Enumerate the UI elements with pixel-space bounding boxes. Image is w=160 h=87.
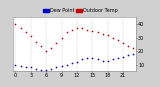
Point [35,41,37,42]
Point [122,42,124,44]
Point [60,65,63,67]
Point [112,37,114,38]
Point [86,57,88,59]
Point [127,45,130,46]
Point [50,48,53,49]
Legend: Dew Point, Outdoor Temp: Dew Point, Outdoor Temp [43,8,118,14]
Point [91,30,94,32]
Point [117,40,119,41]
Point [96,31,99,33]
Point [14,23,17,25]
Point [107,34,109,36]
Point [117,57,119,59]
Point [76,27,78,29]
Point [71,63,73,64]
Point [29,36,32,37]
Point [55,67,58,68]
Point [132,53,135,54]
Point [55,42,58,44]
Point [81,59,83,60]
Point [24,31,27,33]
Point [132,48,135,49]
Point [65,64,68,65]
Point [65,31,68,33]
Point [101,33,104,34]
Point [96,59,99,60]
Point [50,68,53,69]
Point [24,67,27,68]
Point [40,45,42,46]
Point [40,69,42,71]
Point [19,65,22,67]
Point [122,56,124,57]
Point [60,37,63,38]
Point [45,69,48,71]
Point [86,29,88,30]
Point [45,50,48,52]
Point [107,60,109,61]
Point [91,57,94,59]
Point [76,61,78,63]
Point [127,54,130,56]
Point [112,59,114,60]
Point [29,67,32,68]
Point [71,29,73,30]
Point [35,68,37,69]
Point [81,27,83,29]
Point [101,60,104,61]
Point [19,27,22,29]
Point [14,64,17,65]
